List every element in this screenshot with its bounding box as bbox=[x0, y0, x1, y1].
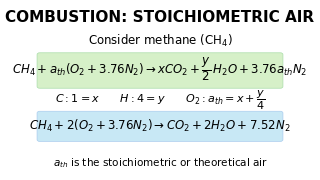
Text: Consider methane (CH$_4$): Consider methane (CH$_4$) bbox=[88, 33, 232, 49]
Text: $a_{th}$ is the stoichiometric or theoretical air: $a_{th}$ is the stoichiometric or theore… bbox=[52, 156, 268, 170]
Text: COMBUSTION: STOICHIOMETRIC AIR: COMBUSTION: STOICHIOMETRIC AIR bbox=[5, 10, 315, 25]
Text: $CH_4 + a_{th}\left(O_2 + 3.76N_2\right) \rightarrow xCO_2 + \dfrac{y}{2}\,H_2O : $CH_4 + a_{th}\left(O_2 + 3.76N_2\right)… bbox=[12, 56, 308, 83]
FancyBboxPatch shape bbox=[37, 53, 283, 88]
Text: $CH_4 + 2\left(O_2 + 3.76N_2\right) \rightarrow CO_2 + 2H_2O + 7.52N_2$: $CH_4 + 2\left(O_2 + 3.76N_2\right) \rig… bbox=[29, 118, 291, 134]
Text: $C: 1 = x \qquad H: 4 = y \qquad O_2: a_{th} = x + \dfrac{y}{4}$: $C: 1 = x \qquad H: 4 = y \qquad O_2: a_… bbox=[55, 89, 265, 112]
FancyBboxPatch shape bbox=[37, 111, 283, 141]
